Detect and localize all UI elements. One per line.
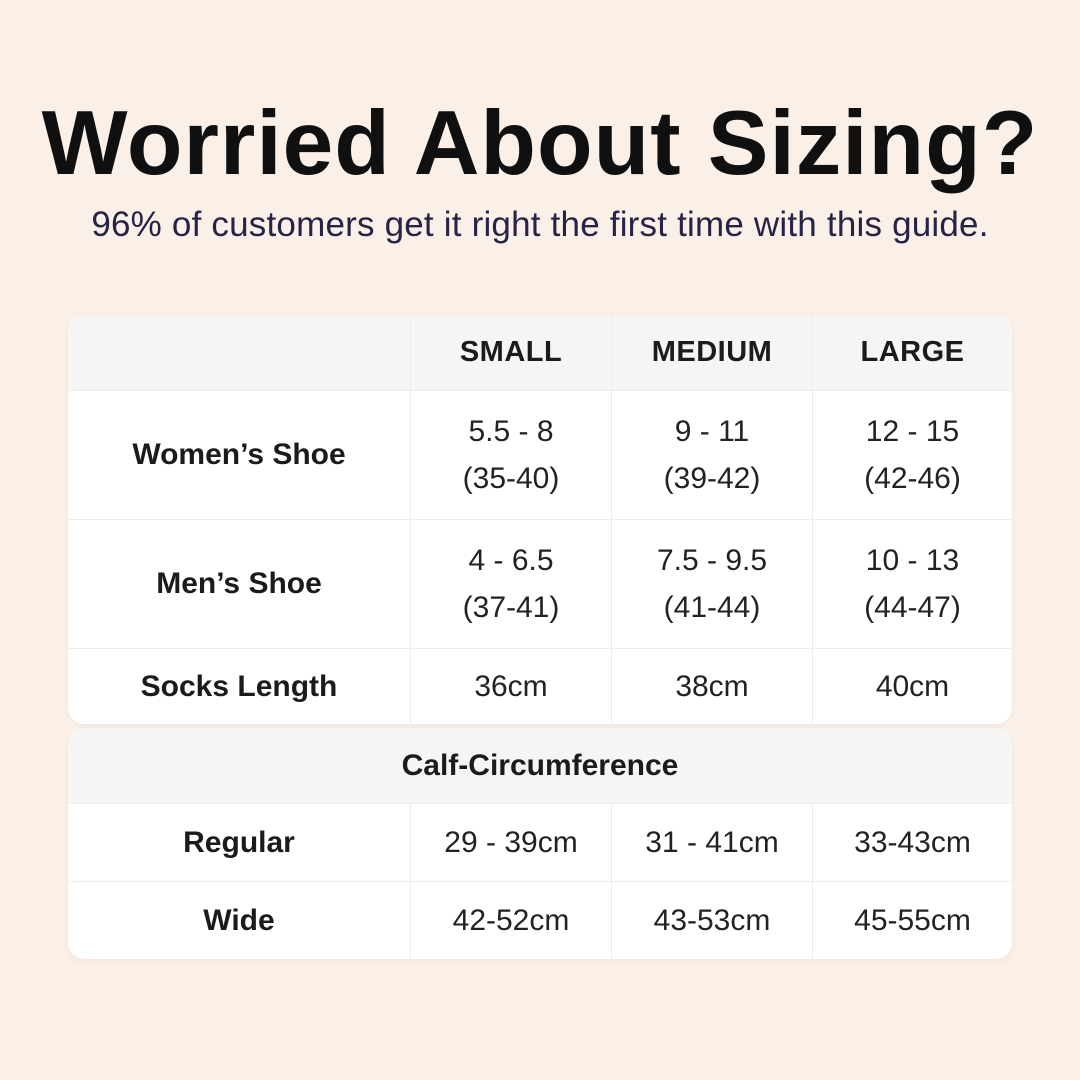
page-title: Worried About Sizing? (41, 93, 1039, 194)
size-table-header-row: SMALL MEDIUM LARGE (68, 315, 1012, 390)
size-table: SMALL MEDIUM LARGE Women’s Shoe 5.5 - 8 … (68, 315, 1012, 724)
table-cell: 42-52cm (410, 882, 611, 959)
table-cell: 31 - 41cm (611, 804, 812, 881)
cell-line-secondary: (42-46) (864, 462, 961, 495)
table-cell: 29 - 39cm (410, 804, 611, 881)
page-subtitle: 96% of customers get it right the first … (91, 205, 989, 244)
table-row-mens-shoe: Men’s Shoe 4 - 6.5 (37-41) 7.5 - 9.5 (41… (68, 519, 1012, 648)
cell-line-secondary: (39-42) (663, 462, 761, 495)
table-cell: 7.5 - 9.5 (41-44) (611, 520, 812, 648)
cell-line-secondary: (41-44) (663, 591, 761, 624)
size-guide-tables: SMALL MEDIUM LARGE Women’s Shoe 5.5 - 8 … (68, 315, 1012, 959)
row-label-socks-length: Socks Length (140, 669, 338, 703)
cell-line-secondary: (37-41) (462, 591, 560, 624)
table-cell: 40cm (812, 649, 1012, 724)
row-label-mens-shoe: Men’s Shoe (156, 567, 322, 600)
header-cell-empty (68, 315, 410, 390)
table-cell: 43-53cm (611, 882, 812, 959)
table-row-regular: Regular 29 - 39cm 31 - 41cm 33-43cm (68, 803, 1012, 881)
row-label-womens-shoe: Women’s Shoe (132, 438, 346, 471)
table-cell: 33-43cm (812, 804, 1012, 881)
table-row-womens-shoe: Women’s Shoe 5.5 - 8 (35-40) 9 - 11 (39-… (68, 390, 1012, 519)
row-label-wide: Wide (203, 903, 275, 937)
header-cell-medium: MEDIUM (611, 315, 812, 390)
table-cell: 10 - 13 (44-47) (812, 520, 1012, 648)
table-cell: 36cm (410, 649, 611, 724)
table-cell: 12 - 15 (42-46) (812, 391, 1012, 519)
calf-section-header: Calf-Circumference (68, 728, 1012, 803)
table-cell: 45-55cm (812, 882, 1012, 959)
table-cell: 5.5 - 8 (35-40) (410, 391, 611, 519)
cell-line-primary: 4 - 6.5 (468, 543, 554, 577)
header-cell-large: LARGE (812, 315, 1012, 390)
table-row-wide: Wide 42-52cm 43-53cm 45-55cm (68, 881, 1012, 959)
table-cell: 38cm (611, 649, 812, 724)
cell-line-primary: 12 - 15 (865, 414, 960, 448)
table-cell: 4 - 6.5 (37-41) (410, 520, 611, 648)
table-cell: 9 - 11 (39-42) (611, 391, 812, 519)
header-cell-small: SMALL (410, 315, 611, 390)
cell-line-primary: 5.5 - 8 (468, 414, 554, 448)
cell-line-primary: 9 - 11 (674, 414, 750, 448)
cell-line-secondary: (35-40) (462, 462, 560, 495)
cell-line-primary: 10 - 13 (865, 543, 960, 577)
calf-table: Calf-Circumference Regular 29 - 39cm 31 … (68, 728, 1012, 959)
cell-line-primary: 7.5 - 9.5 (656, 543, 768, 577)
table-row-socks-length: Socks Length 36cm 38cm 40cm (68, 648, 1012, 724)
cell-line-secondary: (44-47) (864, 591, 961, 624)
row-label-regular: Regular (183, 825, 295, 859)
